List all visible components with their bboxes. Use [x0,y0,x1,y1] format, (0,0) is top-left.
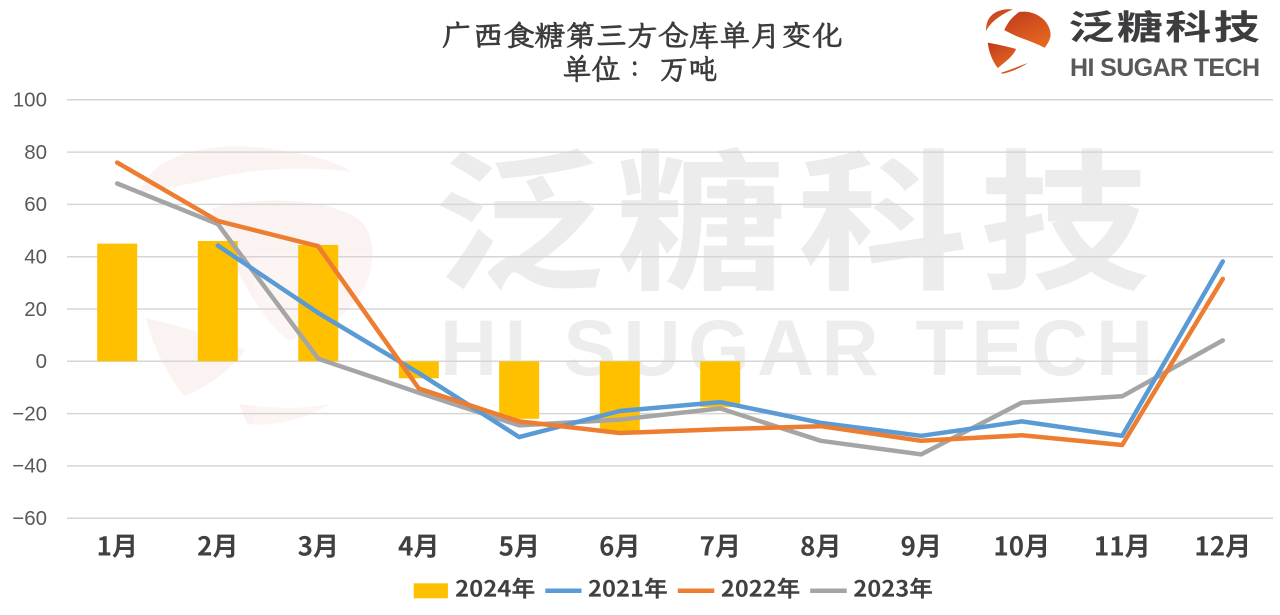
svg-text:60: 60 [24,193,47,216]
svg-text:100: 100 [13,89,47,112]
svg-text:HI SUGAR TECH: HI SUGAR TECH [440,303,1153,392]
svg-text:40: 40 [24,246,47,269]
svg-text:−40: −40 [12,455,47,478]
svg-text:0: 0 [36,350,47,373]
svg-text:−60: −60 [12,507,47,530]
svg-text:−20: −20 [12,402,47,425]
svg-text:20: 20 [24,298,47,321]
svg-text:80: 80 [24,141,47,164]
svg-text:HI SUGAR TECH: HI SUGAR TECH [1070,54,1260,82]
